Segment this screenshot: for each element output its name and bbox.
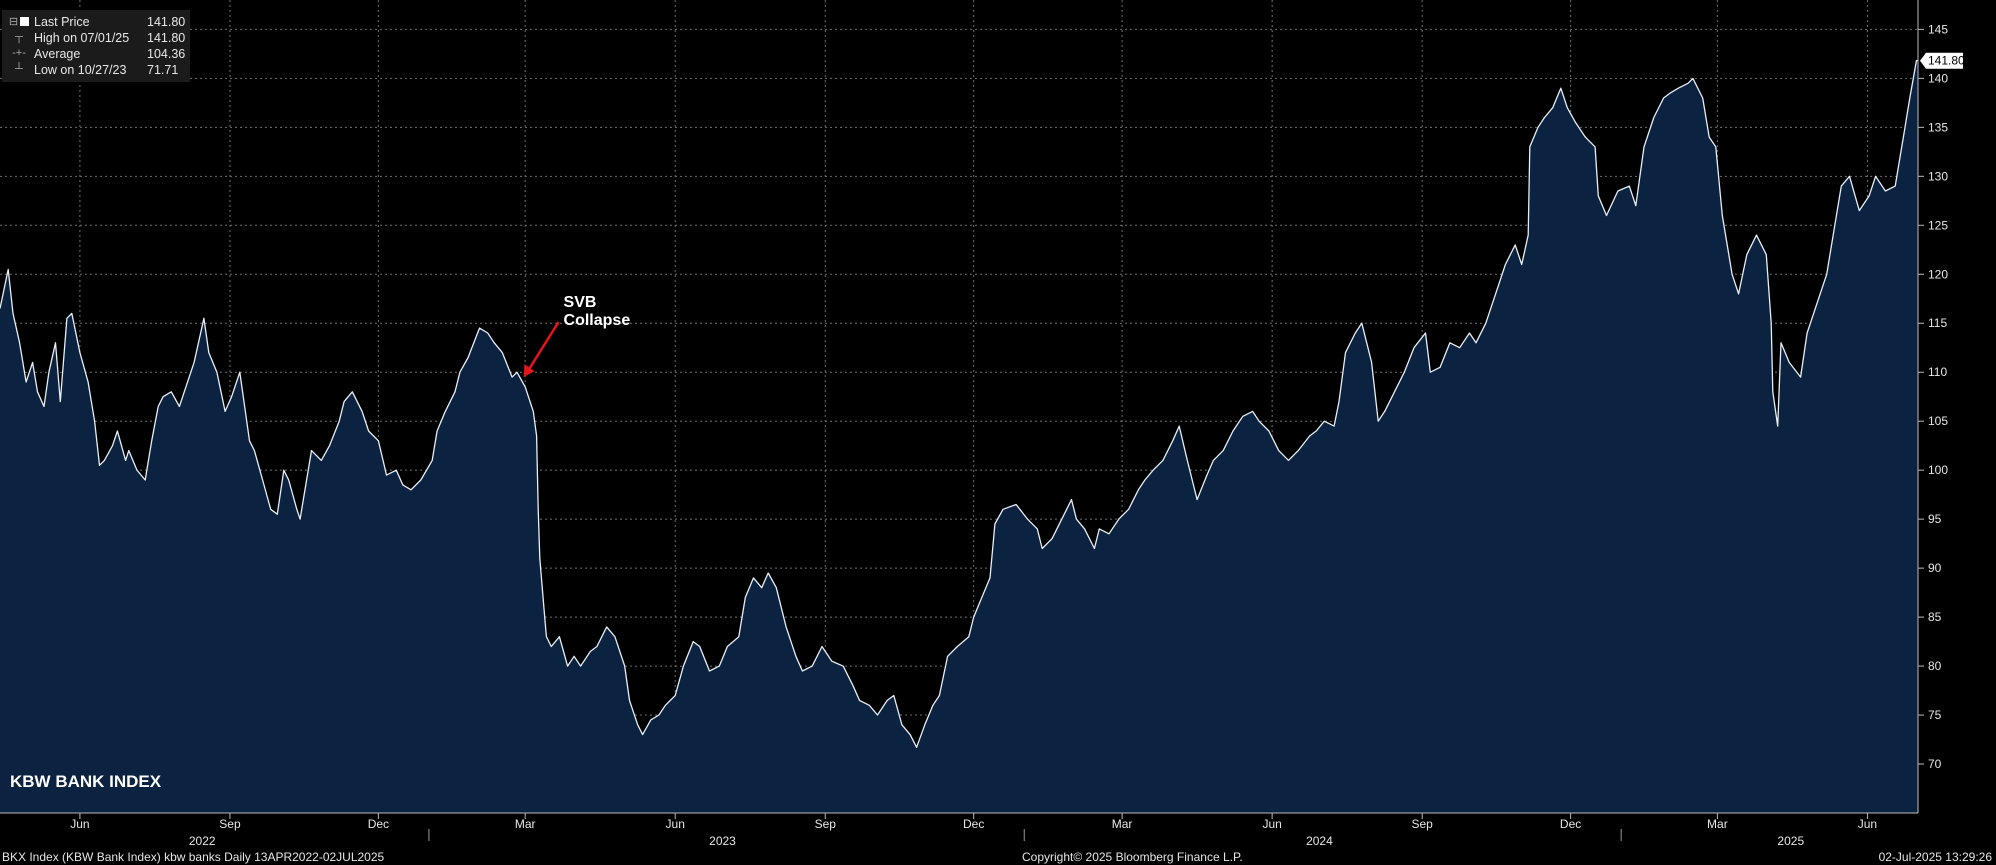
legend-value: 71.71 [147, 63, 179, 77]
y-tick-label: 125 [1928, 218, 1948, 232]
legend-label: High on 07/01/25 [34, 31, 130, 45]
year-label: 2022 [189, 834, 216, 848]
legend: ⊟ Last Price 141.80 ┬ High on 07/01/25 1… [2, 10, 190, 82]
x-tick-label: Dec [368, 817, 389, 831]
x-tick-label: Sep [815, 817, 837, 831]
legend-label: Average [34, 47, 81, 61]
x-tick-label: Sep [219, 817, 241, 831]
y-tick-label: 130 [1928, 169, 1948, 183]
x-tick-label: Mar [1707, 817, 1728, 831]
annotation-arrowhead [523, 364, 535, 378]
x-tick-label: Jun [1858, 817, 1877, 831]
year-label: 2024 [1306, 834, 1333, 848]
legend-row-low: ┴ Low on 10/27/23 71.71 [2, 62, 190, 78]
legend-value: 141.80 [147, 15, 186, 29]
price-area [0, 60, 1918, 813]
year-label: 2023 [709, 834, 736, 848]
average-marker-icon: -+- [12, 47, 26, 59]
y-tick-label: 145 [1928, 22, 1948, 36]
x-tick-label: Mar [515, 817, 536, 831]
x-tick-label: Jun [1262, 817, 1281, 831]
series-line [0, 60, 1918, 748]
last-value-label: 141.80 [1928, 54, 1965, 68]
legend-label: Low on 10/27/23 [34, 63, 127, 77]
square-marker-icon: ⊟ [8, 15, 30, 28]
y-tick-label: 135 [1928, 120, 1948, 134]
footer-copyright: Copyright© 2025 Bloomberg Finance L.P. [1022, 850, 1243, 864]
x-tick-label: Jun [666, 817, 685, 831]
y-tick-label: 70 [1928, 757, 1942, 771]
legend-value: 104.36 [147, 47, 186, 61]
axes: 70 75 80 85 90 95 100 105 110 115 120 125 130 135 140 1… [0, 0, 1965, 848]
chart-title: KBW BANK INDEX [10, 772, 162, 791]
legend-label: Last Price [34, 15, 90, 29]
x-tick-label: Dec [963, 817, 984, 831]
y-tick-label: 115 [1928, 316, 1947, 330]
legend-row-last-price: ⊟ Last Price 141.80 [2, 14, 190, 30]
y-tick-label: 75 [1928, 708, 1942, 722]
y-tick-label: 85 [1928, 610, 1942, 624]
annotation-arrow [525, 321, 560, 374]
x-tick-label: Sep [1412, 817, 1434, 831]
last-value-badge [1920, 52, 1963, 69]
y-tick-label: 110 [1928, 365, 1947, 379]
y-tick-label: 120 [1928, 267, 1948, 281]
y-tick-label: 140 [1928, 71, 1948, 85]
year-label: 2025 [1777, 834, 1804, 848]
y-tick-label: 100 [1928, 463, 1948, 477]
annotation-text: SVB [564, 294, 597, 311]
y-tick-label: 80 [1928, 659, 1942, 673]
annotation-text: Collapse [564, 312, 631, 329]
footer-timestamp: 02-Jul-2025 13:29:26 [1878, 850, 1992, 864]
series-area-fill [0, 60, 1918, 813]
x-tick-label: Mar [1112, 817, 1133, 831]
legend-value: 141.80 [147, 31, 186, 45]
x-tick-label: Dec [1560, 817, 1581, 831]
y-tick-label: 90 [1928, 561, 1942, 575]
legend-row-high: ┬ High on 07/01/25 141.80 [2, 30, 190, 46]
y-tick-label: 95 [1928, 512, 1942, 526]
x-tick-label: Jun [70, 817, 89, 831]
high-marker-icon: ┬ [15, 31, 23, 43]
footer-source: BKX Index (KBW Bank Index) kbw banks Dai… [2, 850, 385, 864]
low-marker-icon: ┴ [15, 63, 23, 75]
legend-row-average: -+- Average 104.36 [2, 46, 190, 62]
y-tick-label: 105 [1928, 414, 1948, 428]
